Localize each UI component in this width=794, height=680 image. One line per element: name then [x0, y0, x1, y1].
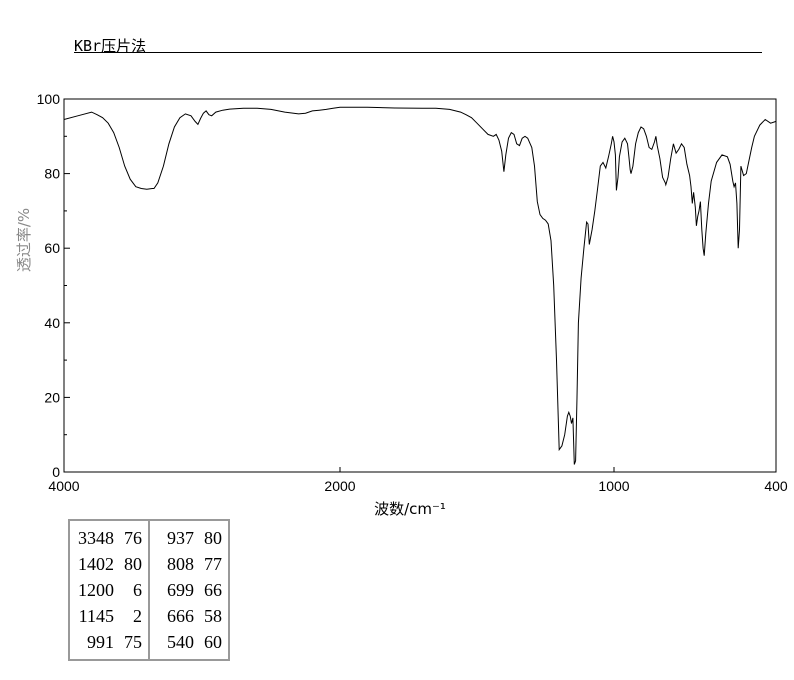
- peak-transmittance: 58: [204, 606, 222, 626]
- y-axis-label: 透过率/%: [15, 208, 33, 272]
- plot-frame: [63, 98, 777, 473]
- peak-transmittance: 80: [204, 528, 222, 548]
- peak-row: 808 77: [156, 551, 222, 577]
- peak-wavenumber: 666: [167, 606, 194, 626]
- peak-wavenumber: 699: [167, 580, 194, 600]
- y-tick-label: 20: [44, 389, 60, 405]
- y-tick-label: 60: [44, 240, 60, 256]
- y-tick-label: 0: [52, 464, 60, 480]
- peak-transmittance: 76: [124, 528, 142, 548]
- peak-row: 540 60: [156, 629, 222, 655]
- x-axis-ticks: 4000 2000 1000 400: [48, 467, 788, 494]
- peak-wavenumber: 808: [167, 554, 194, 574]
- peak-wavenumber: 991: [87, 632, 114, 652]
- y-tick-label: 80: [44, 166, 60, 182]
- ir-spectrum-chart: 4000 2000 1000 400 0 20 40 60 80 100 波数/cm⁻¹ 透过率…: [15, 91, 788, 518]
- peak-transmittance: 75: [124, 632, 142, 652]
- x-tick-label: 2000: [324, 478, 355, 494]
- peak-row: 1200 6: [76, 577, 142, 603]
- y-tick-label: 100: [37, 91, 61, 107]
- peak-transmittance: 80: [124, 554, 142, 574]
- peak-wavenumber: 1402: [78, 554, 114, 574]
- peak-table: 3348 76 1402 80 1200 6 1145 2 991 75 937 80 808 77 69…: [68, 519, 230, 661]
- x-axis-label: 波数/cm⁻¹: [374, 500, 446, 518]
- peak-row: 1402 80: [76, 551, 142, 577]
- spectrum-header-title: KBr压片法: [74, 37, 147, 55]
- peak-row: 1145 2: [76, 603, 142, 629]
- peak-wavenumber: 1145: [78, 606, 114, 626]
- header-underline: [74, 52, 762, 53]
- peak-row: 3348 76: [76, 525, 142, 551]
- peak-transmittance: 77: [204, 554, 222, 574]
- peak-transmittance: 2: [133, 606, 142, 626]
- peak-table-column-right: 937 80 808 77 699 66 666 58 540 60: [149, 520, 229, 660]
- peak-transmittance: 66: [204, 580, 222, 600]
- peak-wavenumber: 3348: [78, 528, 114, 548]
- peak-transmittance: 6: [133, 580, 142, 600]
- peak-row: 937 80: [156, 525, 222, 551]
- peak-table-column-left: 3348 76 1402 80 1200 6 1145 2 991 75: [69, 520, 149, 660]
- peak-wavenumber: 1200: [78, 580, 114, 600]
- y-tick-label: 40: [44, 315, 60, 331]
- x-tick-label: 400: [764, 478, 788, 494]
- series-transmittance-line: [63, 106, 777, 465]
- peak-row: 991 75: [76, 629, 142, 655]
- peak-row: 699 66: [156, 577, 222, 603]
- peak-row: 666 58: [156, 603, 222, 629]
- peak-wavenumber: 540: [167, 632, 194, 652]
- x-tick-label: 1000: [598, 478, 629, 494]
- peak-wavenumber: 937: [167, 528, 194, 548]
- peak-transmittance: 60: [204, 632, 222, 652]
- x-tick-label: 4000: [48, 478, 79, 494]
- y-axis-ticks: 0 20 40 60 80 100: [37, 91, 70, 480]
